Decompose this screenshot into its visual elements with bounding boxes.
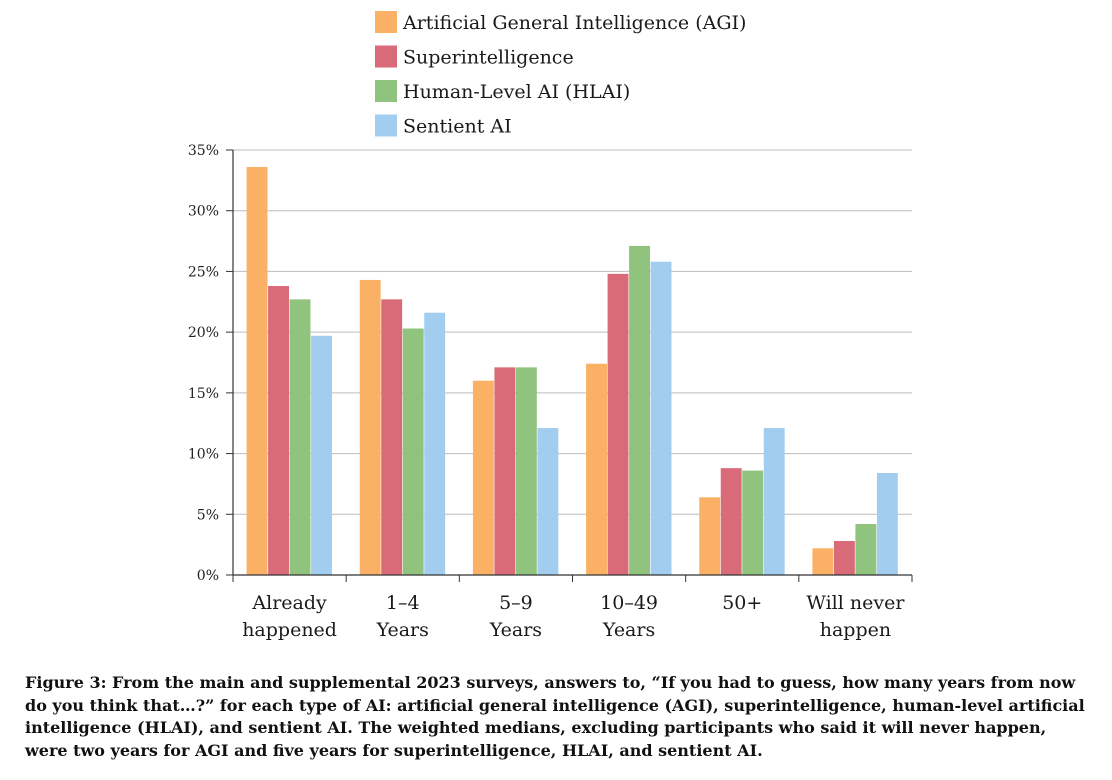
- legend-label: Superintelligence: [403, 47, 574, 69]
- y-tick-label: 0%: [197, 568, 219, 584]
- bar: [876, 473, 898, 575]
- bar: [359, 279, 381, 575]
- x-tick-label-line: Years: [376, 619, 429, 641]
- bar: [494, 367, 516, 575]
- bar: [629, 245, 650, 575]
- x-tick-label: 10–49 Years: [600, 592, 658, 641]
- x-tick-label-line: Already: [251, 592, 327, 614]
- bar: [472, 380, 494, 575]
- legend-swatch: [375, 45, 397, 68]
- y-tick-label: 20%: [188, 325, 219, 341]
- x-tick-label-line: Years: [489, 619, 542, 641]
- x-tick-label-line: happen: [820, 619, 891, 641]
- bar: [763, 428, 785, 575]
- x-tick-label: 5–9 Years: [489, 592, 542, 641]
- y-tick-label: 10%: [188, 447, 219, 463]
- bar: [246, 167, 268, 575]
- bar: [289, 299, 311, 575]
- legend-swatch: [375, 114, 397, 137]
- y-tick-label: 25%: [188, 264, 219, 280]
- x-tick-label-line: happened: [242, 619, 337, 641]
- x-tick-label-line: 50+: [722, 592, 762, 614]
- bar: [650, 261, 672, 575]
- bar: [424, 312, 446, 575]
- y-gridlines: [233, 149, 912, 515]
- x-tick-label: Will never happen: [806, 592, 905, 641]
- x-axis-labels: Already happened 1–4 Years 5–9 Years 10–49 Year…: [232, 575, 913, 641]
- legend-label: Human-Level AI (HLAI): [403, 81, 630, 103]
- bar: [402, 328, 424, 575]
- chart-legend: Artificial General Intelligence (AGI) Sup…: [375, 11, 746, 138]
- bar: [268, 286, 289, 575]
- legend-swatch: [375, 80, 397, 102]
- x-tick-label: 50+: [722, 592, 762, 614]
- figure-caption: Figure 3: From the main and supplemental…: [25, 673, 1085, 760]
- y-axis-ticks: 0% 5% 10% 15% 20% 25% 30% 35%: [188, 143, 233, 584]
- legend-swatch: [375, 11, 397, 33]
- x-tick-label-line: 5–9: [499, 592, 533, 614]
- bar-chart: Artificial General Intelligence (AGI) Sup…: [188, 11, 913, 641]
- legend-label: Artificial General Intelligence (AGI): [402, 12, 746, 34]
- bar-series: [246, 167, 898, 575]
- x-tick-label-line: 1–4: [386, 592, 420, 614]
- bar: [586, 363, 607, 575]
- bar: [607, 273, 629, 575]
- bar: [381, 299, 403, 575]
- bar: [855, 524, 877, 575]
- y-tick-label: 5%: [197, 507, 219, 523]
- bar: [537, 428, 559, 575]
- bar: [812, 548, 834, 575]
- x-tick-label-line: Years: [602, 619, 655, 641]
- y-tick-label: 35%: [188, 143, 219, 159]
- legend-label: Sentient AI: [403, 116, 512, 138]
- x-tick-label: Already happened: [242, 592, 337, 641]
- bar: [742, 470, 764, 575]
- axes: [232, 150, 912, 576]
- bar: [833, 541, 855, 575]
- y-tick-label: 30%: [188, 204, 219, 220]
- y-tick-label: 15%: [188, 386, 219, 402]
- bar: [699, 497, 721, 575]
- x-tick-label: 1–4 Years: [376, 592, 429, 641]
- x-tick-label-line: Will never: [806, 592, 905, 614]
- bar: [515, 367, 537, 575]
- bar: [311, 335, 332, 575]
- x-tick-label-line: 10–49: [600, 592, 658, 614]
- bar: [720, 468, 742, 575]
